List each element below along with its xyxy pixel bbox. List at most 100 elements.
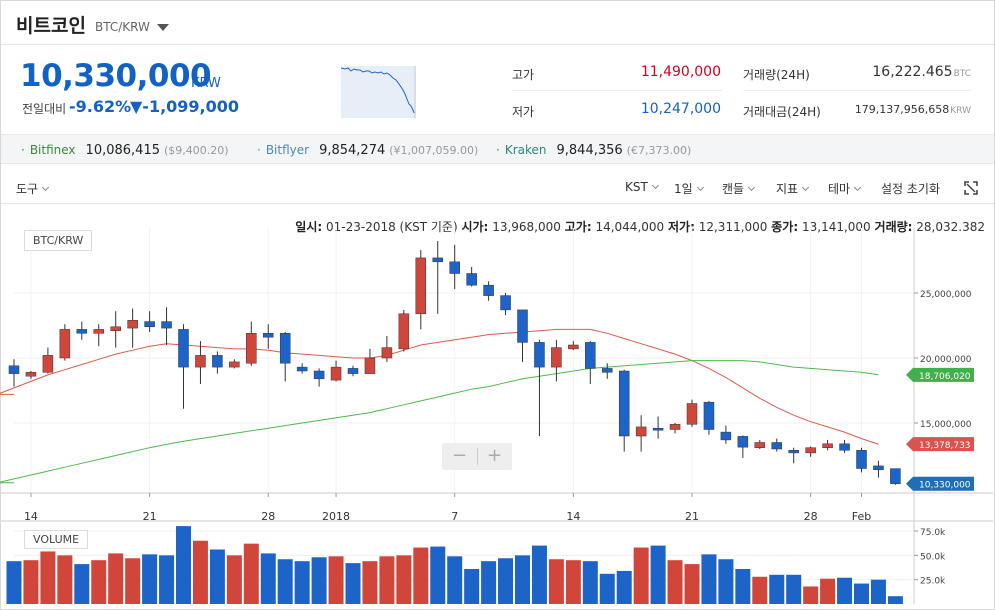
candle-body (788, 450, 799, 454)
x-tick-label: 7 (451, 510, 458, 523)
volume-bar (837, 577, 853, 604)
candle-body (25, 372, 37, 377)
y-tick-label: 20,000,000 (920, 355, 972, 365)
volume-bar (362, 561, 378, 604)
volume-bar (582, 561, 598, 604)
volume-bar (23, 560, 39, 604)
volume-bar (260, 553, 276, 604)
volume-bar (854, 583, 869, 604)
reset-settings-button[interactable]: 설정 초기화 (881, 182, 941, 196)
candle-body (602, 368, 613, 373)
volume-bar (870, 579, 886, 604)
candle-body (618, 370, 630, 437)
change-percent: -9.62% (69, 97, 132, 116)
low-label: 저가 (512, 105, 535, 119)
long-moving-average-line (0, 360, 879, 484)
candle-body (313, 370, 325, 380)
exchange-bitfinex[interactable]: · Bitfinex 10,086,415 ($9,400.20) (21, 143, 229, 158)
volume-bar (616, 570, 632, 604)
volume-bar (40, 551, 56, 604)
candle-body (263, 333, 274, 338)
candle-body (737, 436, 749, 448)
indicators-menu[interactable]: 지표 (776, 180, 810, 197)
candle-body (415, 257, 427, 315)
volume-tick-label: 75.0k (920, 528, 946, 538)
volume-bar (531, 545, 547, 604)
candle-body (568, 344, 579, 350)
title-bar: 비트코인 BTC/KRW (1, 1, 994, 45)
theme-menu[interactable]: 테마 (828, 180, 862, 197)
stat-divider (743, 90, 971, 91)
candle-body (161, 321, 172, 329)
volume-bar (887, 596, 903, 604)
change-amount: ▼-1,099,000 (130, 97, 240, 116)
candle-body (534, 342, 545, 368)
candle-body (398, 313, 410, 350)
exchange-bitflyer[interactable]: · Bitflyer 9,854,274 (¥1,007,059.00) (257, 143, 479, 158)
volume-bar (718, 559, 734, 604)
fullscreen-icon[interactable] (964, 181, 978, 195)
timezone-menu[interactable]: KST (625, 180, 659, 194)
volume-bar (74, 564, 90, 604)
volume-bar (209, 549, 225, 604)
volume-bar (735, 568, 751, 604)
chart-type-menu[interactable]: 캔들 (722, 180, 756, 197)
candle-body (771, 442, 782, 450)
x-tick-label: 14 (24, 510, 38, 523)
volume-bar (650, 545, 666, 604)
y-tick-label: 25,000,000 (920, 290, 972, 300)
volume-bar (311, 557, 327, 604)
candle-body (347, 368, 359, 374)
volume-bar (159, 555, 175, 604)
candle-body (381, 347, 393, 359)
pair-dropdown-icon[interactable] (157, 24, 169, 31)
short-ma-price-tag: 13,378,733 (919, 441, 971, 451)
candle-body (839, 443, 850, 451)
candle-body (59, 329, 71, 359)
price-unit: KRW (191, 76, 221, 91)
candle-body (246, 333, 257, 364)
candle-body (110, 326, 121, 331)
volume-bar (125, 558, 141, 604)
volume-bar (277, 559, 293, 604)
volume-bar (243, 543, 259, 604)
bullet-icon: · (496, 143, 500, 157)
candle-body (500, 295, 511, 311)
x-tick-label: 21 (143, 510, 157, 523)
candle-body (585, 342, 596, 369)
candle-body (330, 366, 342, 381)
last-price-tag-bg (906, 476, 974, 491)
candle-body (93, 329, 104, 334)
change-label: 전일대비 (22, 102, 67, 116)
volume-bar (701, 554, 717, 604)
tools-menu[interactable]: 도구 (16, 180, 50, 197)
volume-bar (769, 574, 785, 604)
candle-body (432, 257, 443, 263)
volume-bar (57, 555, 73, 604)
low-value: 10,247,000 (640, 101, 721, 117)
volume-bar (515, 555, 530, 604)
volume-bar (447, 556, 463, 604)
volume-bar (108, 553, 124, 604)
volume-bar (192, 540, 208, 604)
coin-name: 비트코인 (16, 15, 86, 37)
volume-tick-label: 50.0k (920, 552, 946, 562)
stat-divider (512, 90, 722, 91)
candle-body (873, 465, 884, 471)
volume-bar (6, 561, 22, 604)
candle-body (296, 366, 308, 372)
zoom-in-button[interactable]: + (486, 445, 503, 466)
x-tick-label: 14 (566, 510, 580, 523)
candle-body (212, 355, 223, 368)
volume-bar (752, 576, 768, 604)
candle-body (279, 333, 291, 364)
exchange-kraken[interactable]: · Kraken 9,844,356 (€7,373.00) (496, 143, 692, 158)
mini-sparkline-chart (341, 66, 416, 118)
zoom-out-button[interactable]: − (451, 445, 468, 466)
interval-menu[interactable]: 1일 (674, 180, 704, 197)
volume-bar (464, 568, 480, 604)
volume-bar (328, 556, 344, 604)
candle-body (144, 321, 155, 328)
candle-body (822, 443, 833, 448)
